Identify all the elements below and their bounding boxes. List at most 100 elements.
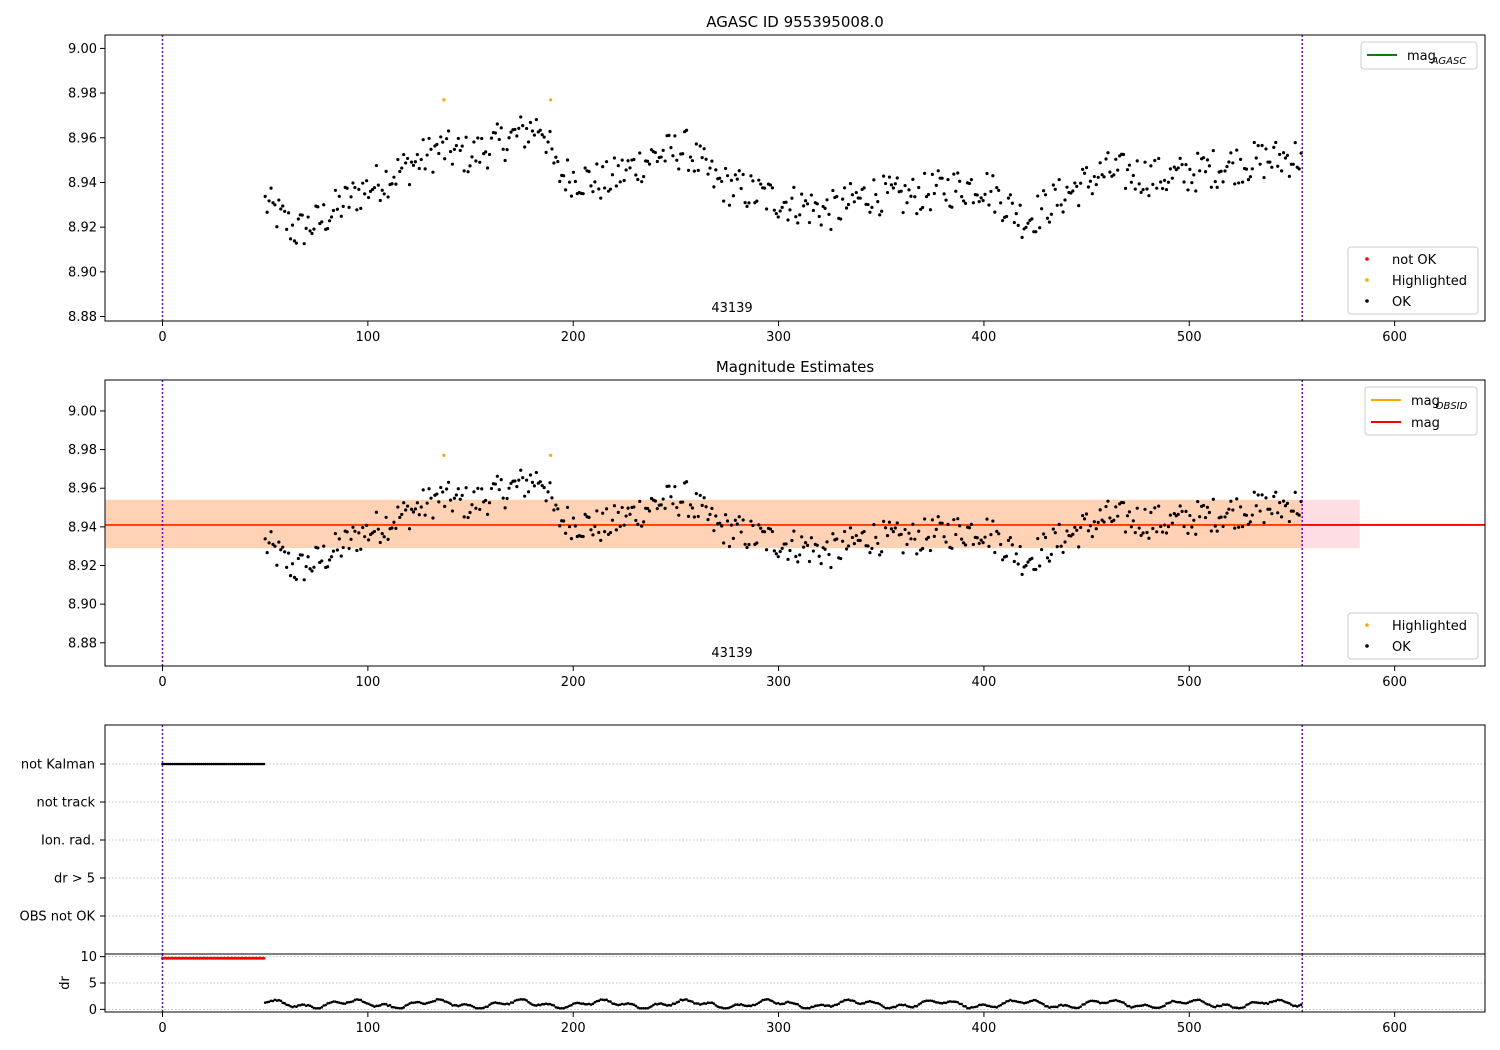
ok-point bbox=[462, 515, 466, 519]
ok-point bbox=[1145, 187, 1149, 191]
dr-point bbox=[1198, 998, 1201, 1002]
dr-point bbox=[989, 1005, 993, 1008]
dr-point bbox=[1245, 1003, 1248, 1007]
ok-point bbox=[452, 496, 457, 500]
dr-point bbox=[734, 1003, 737, 1006]
ok-point bbox=[454, 493, 458, 497]
dr-point bbox=[609, 1000, 612, 1003]
ok-point bbox=[669, 495, 673, 499]
ok-point bbox=[960, 537, 964, 541]
ok-point bbox=[302, 578, 306, 582]
ok-point bbox=[583, 512, 587, 516]
ok-point bbox=[347, 546, 351, 551]
ok-point bbox=[723, 166, 728, 171]
ok-point bbox=[530, 480, 535, 484]
panel-agasc-title: AGASC ID 955395008.0 bbox=[706, 13, 884, 31]
dr-point bbox=[341, 1002, 345, 1005]
ok-point bbox=[905, 542, 909, 547]
ok-point bbox=[946, 522, 950, 526]
dr-point bbox=[780, 1002, 784, 1006]
dr-point bbox=[343, 1002, 347, 1005]
ok-point bbox=[1026, 560, 1030, 564]
ok-point bbox=[741, 172, 745, 177]
dr-point bbox=[1016, 1000, 1020, 1004]
flag-label: Ion. rad. bbox=[41, 834, 95, 849]
ok-point bbox=[862, 529, 866, 534]
x-tick-label: 600 bbox=[1382, 330, 1407, 345]
y-tick-label: 8.98 bbox=[68, 87, 97, 102]
ok-point bbox=[1104, 504, 1108, 509]
ok-point bbox=[363, 192, 367, 196]
dr-point bbox=[1286, 1001, 1289, 1004]
ok-point bbox=[573, 179, 577, 184]
ok-point bbox=[1014, 211, 1018, 216]
dr-point bbox=[759, 1000, 763, 1003]
dr-point bbox=[453, 1003, 456, 1007]
ok-point bbox=[1106, 151, 1110, 155]
ok-point bbox=[1151, 526, 1155, 531]
dr-point bbox=[486, 1005, 489, 1008]
ok-point bbox=[288, 237, 293, 241]
dr-point bbox=[1139, 1004, 1143, 1008]
flag-point bbox=[200, 762, 203, 766]
ok-point bbox=[1057, 522, 1061, 526]
dr-point bbox=[776, 1001, 780, 1005]
ok-point bbox=[692, 169, 696, 173]
ok-point bbox=[930, 518, 934, 522]
ok-point bbox=[413, 160, 417, 164]
ok-point bbox=[329, 215, 334, 219]
ok-point bbox=[659, 503, 663, 507]
ok-point bbox=[1008, 193, 1013, 197]
dr-point bbox=[1069, 1005, 1073, 1009]
dr-point bbox=[677, 1000, 681, 1003]
dr-point bbox=[1241, 1006, 1244, 1009]
flag-point bbox=[262, 762, 266, 766]
ok-point bbox=[634, 518, 638, 523]
dr-point bbox=[462, 1002, 466, 1006]
dr-point bbox=[320, 1005, 324, 1009]
dr-point bbox=[570, 1003, 573, 1007]
ok-point bbox=[952, 518, 956, 522]
legend-not-ok-marker bbox=[1365, 257, 1369, 261]
ok-point bbox=[835, 194, 839, 199]
dr-point bbox=[1254, 1001, 1258, 1004]
dr-point bbox=[1268, 1000, 1272, 1004]
ok-point bbox=[365, 179, 369, 183]
dr-point bbox=[966, 1006, 969, 1010]
ok-point bbox=[889, 183, 894, 187]
ok-point bbox=[1155, 530, 1159, 534]
ok-point bbox=[870, 546, 874, 551]
ok-point bbox=[505, 496, 509, 501]
ok-point bbox=[950, 205, 954, 209]
ok-point bbox=[620, 505, 624, 510]
ok-point bbox=[993, 210, 997, 214]
legend-highlighted-marker bbox=[1365, 278, 1369, 282]
dr-point bbox=[355, 998, 359, 1001]
ok-point bbox=[376, 527, 380, 531]
ok-point bbox=[446, 129, 451, 133]
dr-point bbox=[1223, 1003, 1227, 1006]
ok-point bbox=[515, 134, 519, 138]
ok-point bbox=[1001, 558, 1005, 562]
ok-point bbox=[565, 505, 570, 510]
dr-point bbox=[1159, 1005, 1162, 1009]
ok-point bbox=[915, 212, 919, 216]
ok-point bbox=[673, 484, 677, 489]
ok-point bbox=[922, 171, 927, 175]
flag-point bbox=[178, 762, 182, 766]
flag-label: OBS not OK bbox=[20, 910, 96, 925]
ok-point bbox=[1084, 166, 1089, 170]
ok-point bbox=[445, 487, 449, 491]
ok-point bbox=[835, 537, 839, 541]
ok-point bbox=[277, 540, 281, 544]
ok-point bbox=[359, 547, 363, 551]
ok-point bbox=[1147, 194, 1151, 198]
ok-point bbox=[335, 548, 339, 552]
ok-point bbox=[550, 147, 554, 151]
dr-point bbox=[263, 1001, 267, 1004]
dr-point bbox=[1026, 1000, 1030, 1004]
ok-point bbox=[398, 169, 402, 174]
ok-point bbox=[353, 185, 357, 190]
ok-point bbox=[310, 569, 314, 573]
dr-point bbox=[925, 999, 928, 1002]
